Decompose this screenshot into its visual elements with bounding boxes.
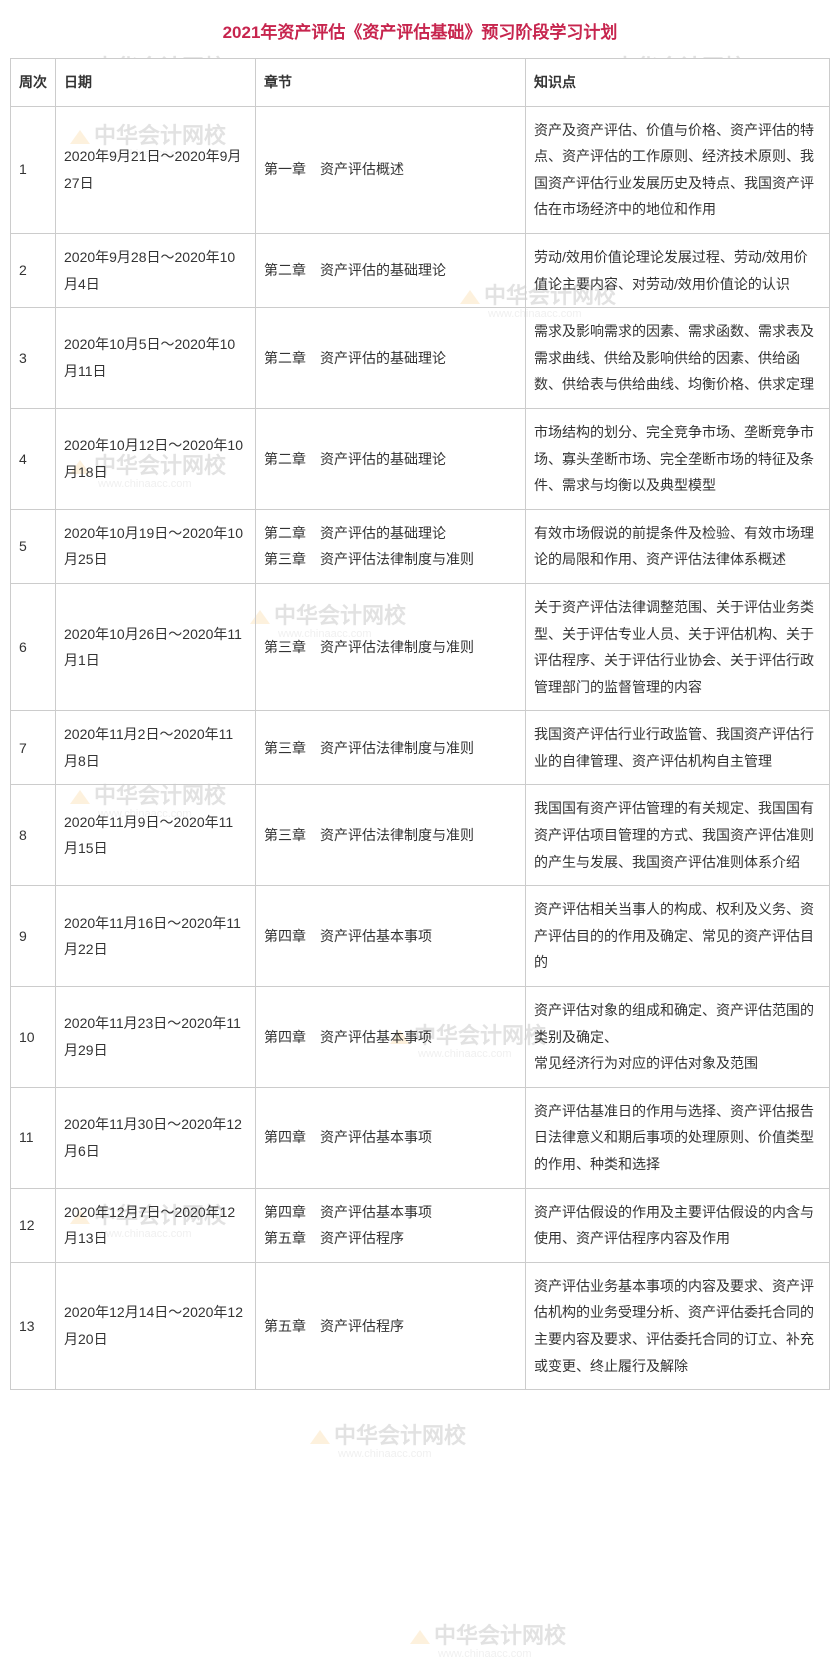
cell-date: 2020年10月5日～2020年10月11日 (56, 308, 256, 409)
cell-chapter: 第四章 资产评估基本事项 第五章 资产评估程序 (256, 1188, 526, 1262)
cell-chapter: 第四章 资产评估基本事项 (256, 987, 526, 1088)
cell-chapter: 第四章 资产评估基本事项 (256, 886, 526, 987)
watermark-url: www.chinaacc.com (438, 1648, 566, 1660)
watermark-logo-icon (310, 1430, 330, 1444)
watermark-logo-icon (410, 1630, 430, 1644)
cell-week: 9 (11, 886, 56, 987)
cell-chapter: 第五章 资产评估程序 (256, 1262, 526, 1389)
table-row: 112020年11月30日～2020年12月6日第四章 资产评估基本事项资产评估… (11, 1087, 830, 1188)
cell-week: 1 (11, 106, 56, 233)
cell-topic: 资产评估假设的作用及主要评估假设的内含与使用、资产评估程序内容及作用 (526, 1188, 830, 1262)
cell-topic: 需求及影响需求的因素、需求函数、需求表及需求曲线、供给及影响供给的因素、供给函数… (526, 308, 830, 409)
table-row: 72020年11月2日～2020年11月8日第三章 资产评估法律制度与准则我国资… (11, 711, 830, 785)
header-week: 周次 (11, 59, 56, 107)
watermark-text: 中华会计网校 (334, 1423, 466, 1448)
cell-date: 2020年11月30日～2020年12月6日 (56, 1087, 256, 1188)
cell-topic: 我国国有资产评估管理的有关规定、我国国有资产评估项目管理的方式、我国资产评估准则… (526, 785, 830, 886)
cell-topic: 劳动/效用价值论理论发展过程、劳动/效用价值论主要内容、对劳动/效用价值论的认识 (526, 233, 830, 307)
cell-date: 2020年11月9日～2020年11月15日 (56, 785, 256, 886)
header-chapter: 章节 (256, 59, 526, 107)
page-title: 2021年资产评估《资产评估基础》预习阶段学习计划 (10, 18, 830, 43)
table-row: 42020年10月12日～2020年10月18日第二章 资产评估的基础理论市场结… (11, 408, 830, 509)
cell-chapter: 第二章 资产评估的基础理论 (256, 408, 526, 509)
cell-week: 12 (11, 1188, 56, 1262)
cell-date: 2020年11月23日～2020年11月29日 (56, 987, 256, 1088)
watermark-url: www.chinaacc.com (338, 1448, 466, 1460)
cell-chapter: 第一章 资产评估概述 (256, 106, 526, 233)
cell-topic: 有效市场假说的前提条件及检验、有效市场理论的局限和作用、资产评估法律体系概述 (526, 509, 830, 583)
cell-chapter: 第二章 资产评估的基础理论 第三章 资产评估法律制度与准则 (256, 509, 526, 583)
cell-date: 2020年10月12日～2020年10月18日 (56, 408, 256, 509)
cell-week: 13 (11, 1262, 56, 1389)
cell-date: 2020年10月26日～2020年11月1日 (56, 583, 256, 710)
cell-week: 2 (11, 233, 56, 307)
cell-topic: 资产及资产评估、价值与价格、资产评估的特点、资产评估的工作原则、经济技术原则、我… (526, 106, 830, 233)
table-row: 132020年12月14日～2020年12月20日第五章 资产评估程序资产评估业… (11, 1262, 830, 1389)
cell-week: 10 (11, 987, 56, 1088)
table-row: 52020年10月19日～2020年10月25日第二章 资产评估的基础理论 第三… (11, 509, 830, 583)
table-row: 62020年10月26日～2020年11月1日第三章 资产评估法律制度与准则关于… (11, 583, 830, 710)
header-topic: 知识点 (526, 59, 830, 107)
table-row: 102020年11月23日～2020年11月29日第四章 资产评估基本事项资产评… (11, 987, 830, 1088)
table-row: 92020年11月16日～2020年11月22日第四章 资产评估基本事项资产评估… (11, 886, 830, 987)
cell-date: 2020年12月7日～2020年12月13日 (56, 1188, 256, 1262)
cell-topic: 市场结构的划分、完全竞争市场、垄断竞争市场、寡头垄断市场、完全垄断市场的特征及条… (526, 408, 830, 509)
watermark: 中华会计网校www.chinaacc.com (410, 1618, 566, 1660)
cell-topic: 资产评估相关当事人的构成、权利及义务、资产评估目的的作用及确定、常见的资产评估目… (526, 886, 830, 987)
watermark-text: 中华会计网校 (434, 1623, 566, 1648)
cell-chapter: 第三章 资产评估法律制度与准则 (256, 711, 526, 785)
cell-date: 2020年10月19日～2020年10月25日 (56, 509, 256, 583)
cell-week: 11 (11, 1087, 56, 1188)
page-container: 中华会计网校www.chinaacc.com中华会计网校www.chinaacc… (10, 18, 830, 1390)
cell-chapter: 第三章 资产评估法律制度与准则 (256, 785, 526, 886)
cell-date: 2020年12月14日～2020年12月20日 (56, 1262, 256, 1389)
cell-week: 5 (11, 509, 56, 583)
cell-week: 4 (11, 408, 56, 509)
cell-topic: 资产评估业务基本事项的内容及要求、资产评估机构的业务受理分析、资产评估委托合同的… (526, 1262, 830, 1389)
cell-week: 7 (11, 711, 56, 785)
header-date: 日期 (56, 59, 256, 107)
cell-week: 6 (11, 583, 56, 710)
cell-chapter: 第四章 资产评估基本事项 (256, 1087, 526, 1188)
table-header-row: 周次 日期 章节 知识点 (11, 59, 830, 107)
watermark: 中华会计网校www.chinaacc.com (310, 1418, 466, 1460)
cell-week: 8 (11, 785, 56, 886)
cell-topic: 资产评估对象的组成和确定、资产评估范围的类别及确定、 常见经济行为对应的评估对象… (526, 987, 830, 1088)
cell-topic: 资产评估基准日的作用与选择、资产评估报告日法律意义和期后事项的处理原则、价值类型… (526, 1087, 830, 1188)
table-row: 32020年10月5日～2020年10月11日第二章 资产评估的基础理论需求及影… (11, 308, 830, 409)
cell-date: 2020年11月16日～2020年11月22日 (56, 886, 256, 987)
study-plan-table: 周次 日期 章节 知识点 12020年9月21日～2020年9月27日第一章 资… (10, 58, 830, 1390)
table-row: 82020年11月9日～2020年11月15日第三章 资产评估法律制度与准则我国… (11, 785, 830, 886)
table-row: 22020年9月28日～2020年10月4日第二章 资产评估的基础理论劳动/效用… (11, 233, 830, 307)
cell-date: 2020年9月21日～2020年9月27日 (56, 106, 256, 233)
cell-chapter: 第二章 资产评估的基础理论 (256, 233, 526, 307)
cell-topic: 关于资产评估法律调整范围、关于评估业务类型、关于评估专业人员、关于评估机构、关于… (526, 583, 830, 710)
cell-chapter: 第三章 资产评估法律制度与准则 (256, 583, 526, 710)
cell-chapter: 第二章 资产评估的基础理论 (256, 308, 526, 409)
cell-week: 3 (11, 308, 56, 409)
cell-topic: 我国资产评估行业行政监管、我国资产评估行业的自律管理、资产评估机构自主管理 (526, 711, 830, 785)
table-row: 12020年9月21日～2020年9月27日第一章 资产评估概述资产及资产评估、… (11, 106, 830, 233)
cell-date: 2020年11月2日～2020年11月8日 (56, 711, 256, 785)
cell-date: 2020年9月28日～2020年10月4日 (56, 233, 256, 307)
table-row: 122020年12月7日～2020年12月13日第四章 资产评估基本事项 第五章… (11, 1188, 830, 1262)
